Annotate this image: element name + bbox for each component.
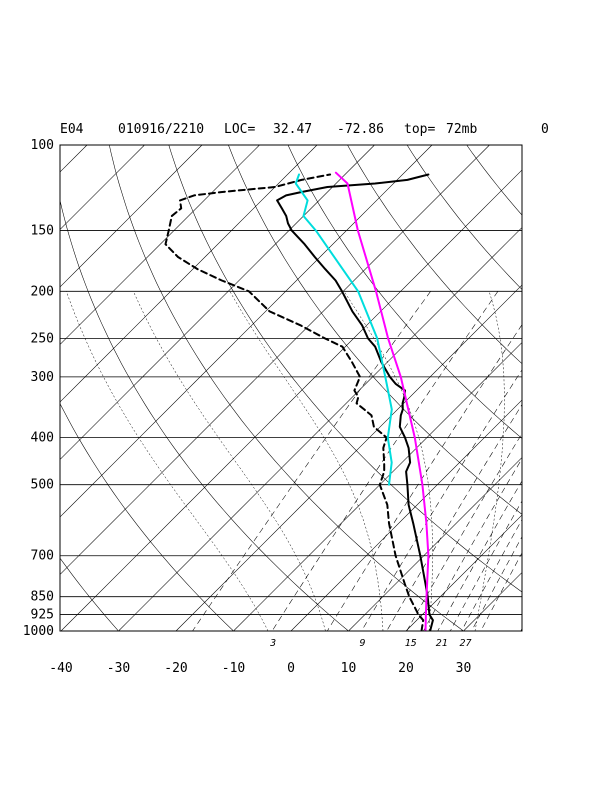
dry-adiabat xyxy=(60,402,234,631)
dry-adiabat xyxy=(466,145,522,216)
isotherm-line xyxy=(60,169,522,631)
mixing-ratio-label: 9 xyxy=(360,638,366,649)
moist-adiabat xyxy=(520,626,522,631)
pressure-tick-label: 400 xyxy=(31,431,54,446)
mixing-ratio-line xyxy=(327,324,522,631)
header-top-label: top= xyxy=(404,122,435,137)
mixing-ratio-label: 3 xyxy=(269,638,276,649)
pressure-tick-label: 500 xyxy=(31,478,54,493)
mixing-ratio-line xyxy=(386,403,522,631)
temperature-tick-label: -40 xyxy=(49,661,72,676)
header-top-value: 72mb xyxy=(446,122,477,137)
sounding-trace-2 xyxy=(164,173,425,631)
header-loc-label: LOC= xyxy=(224,122,255,137)
isotherm-line xyxy=(60,145,260,345)
pressure-tick-label: 100 xyxy=(31,138,54,153)
dry-adiabat xyxy=(586,145,612,631)
isotherm-line xyxy=(463,572,522,631)
isotherms xyxy=(60,145,612,631)
sounding-trace-3 xyxy=(334,171,430,631)
pressure-tick-label: 1000 xyxy=(23,624,54,639)
dry-adiabat xyxy=(347,145,522,365)
dry-adiabat xyxy=(228,145,522,515)
mixing-ratio-label: 21 xyxy=(436,638,448,649)
isotherm-line xyxy=(60,145,490,575)
dry-adiabat xyxy=(109,145,464,631)
pressure-tick-label: 300 xyxy=(31,370,54,385)
temperature-tick-label: 0 xyxy=(287,661,295,676)
pressure-tick-label: 150 xyxy=(31,224,54,239)
pressure-tick-label: 250 xyxy=(31,331,54,346)
pressure-tick-label: 200 xyxy=(31,284,54,299)
isotherm-line xyxy=(60,145,375,460)
dry-adiabat xyxy=(287,145,522,439)
pressure-tick-label: 850 xyxy=(31,590,54,605)
isotherm-line xyxy=(175,284,522,631)
isotherm-line xyxy=(118,227,522,631)
header-datetime: 010916/2210 xyxy=(118,122,204,137)
sounding-traces xyxy=(164,171,434,631)
header-lon: -72.86 xyxy=(337,122,384,137)
moist-adiabats xyxy=(66,291,522,631)
temperature-tick-label: 10 xyxy=(341,661,357,676)
mixing-ratio-lines xyxy=(192,291,522,631)
temperature-tick-label: -30 xyxy=(107,661,130,676)
header-station: E04 xyxy=(60,122,84,137)
pressure-tick-label: 700 xyxy=(31,549,54,564)
sounding-trace-1 xyxy=(276,173,434,631)
temperature-tick-label: -20 xyxy=(164,661,187,676)
header-extra: 0 xyxy=(541,122,549,137)
isotherm-line xyxy=(60,145,433,518)
mixing-ratio-label: 15 xyxy=(405,638,417,649)
mixing-ratio-line xyxy=(461,519,522,631)
moist-adiabat xyxy=(229,291,384,631)
temperature-tick-label: 30 xyxy=(456,661,472,676)
mixing-ratio-line xyxy=(406,432,522,631)
temperature-tick-label: -10 xyxy=(222,661,245,676)
temperature-tick-label: 20 xyxy=(398,661,414,676)
dry-adiabats xyxy=(60,145,612,631)
isotherm-line xyxy=(60,145,145,230)
pressure-tick-label: 925 xyxy=(31,608,54,623)
mixing-ratio-line xyxy=(471,536,522,631)
moist-adiabat xyxy=(474,291,505,631)
plot-frame xyxy=(59,144,523,632)
dry-adiabat xyxy=(168,145,522,593)
mixing-ratio-line xyxy=(192,291,431,631)
temperature-axis-labels: -40 -30 -20 -10 0 10 20 30 xyxy=(49,661,471,676)
isotherm-line xyxy=(520,629,522,631)
mixing-ratio-line xyxy=(271,291,499,631)
mixing-ratio-line xyxy=(423,458,522,631)
isotherm-line xyxy=(233,342,522,631)
dry-adiabat xyxy=(406,145,522,290)
mixing-ratio-label: 27 xyxy=(459,638,471,649)
isotherm-line xyxy=(290,399,522,631)
dry-adiabat xyxy=(526,145,612,631)
header-lat: 32.47 xyxy=(273,122,312,137)
moist-adiabat xyxy=(66,291,269,631)
isotherm-line xyxy=(60,145,203,288)
isotherm-line xyxy=(348,457,522,631)
mixing-ratio-line xyxy=(450,500,522,631)
mixing-ratio-line xyxy=(437,480,522,631)
isotherm-line xyxy=(405,514,522,631)
mixing-ratio-line xyxy=(361,369,522,631)
isotherm-line xyxy=(579,145,612,631)
mixing-ratio-labels: 3 9 15 21 27 xyxy=(269,638,471,649)
isobars xyxy=(60,144,522,632)
mixing-ratio-line xyxy=(480,552,522,631)
isotherm-line xyxy=(60,145,318,403)
moist-adiabat xyxy=(133,291,326,631)
dry-adiabat xyxy=(60,557,119,631)
sounding-trace-4 xyxy=(294,173,393,486)
dry-adiabat xyxy=(60,199,349,631)
